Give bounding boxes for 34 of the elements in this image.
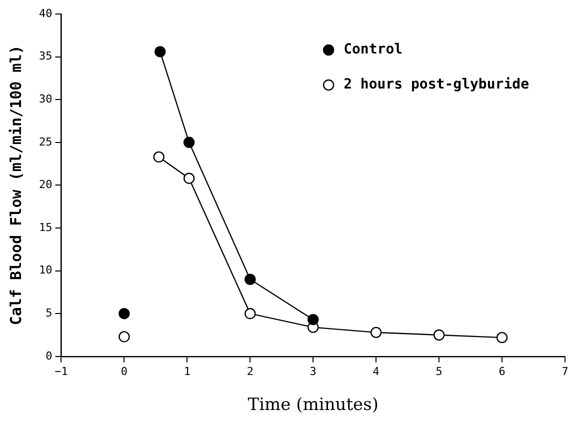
point	[118, 308, 130, 320]
y-tick-label: 5	[46, 306, 52, 320]
point	[244, 274, 256, 285]
point	[183, 136, 195, 148]
x-tick-label: 3	[310, 364, 316, 378]
y-axis-title: Calf Blood Flow (ml/min/100 ml)	[6, 45, 25, 326]
legend-label: Control	[344, 42, 403, 58]
y-tick-label: 25	[38, 135, 52, 148]
point	[370, 326, 382, 338]
point	[496, 332, 508, 344]
x-tick-label: 6	[498, 364, 506, 378]
x-tick-label: 7	[562, 364, 568, 378]
x-axis-title: Time (minutes)	[248, 395, 378, 416]
point	[433, 329, 445, 341]
point	[183, 172, 195, 184]
y-tick-label: 30	[38, 92, 52, 106]
x-tick-label: 0	[120, 364, 128, 378]
point	[154, 46, 166, 58]
point	[118, 331, 130, 342]
y-tick-label: 10	[38, 264, 52, 277]
x-tick-label: 1	[184, 364, 190, 378]
y-tick-label: 15	[38, 220, 52, 234]
x-tick-label: 5	[436, 364, 442, 378]
legend-label: 2 hours post-glyburide	[344, 76, 530, 93]
y-tick-label: 40	[38, 6, 52, 20]
x-tick-label: −1	[54, 364, 68, 378]
y-tick-label: 35	[38, 50, 52, 63]
y-tick-label: 0	[46, 349, 52, 362]
x-tick-label: 4	[372, 364, 380, 378]
point	[308, 314, 319, 326]
y-tick-label: 20	[38, 178, 52, 192]
point	[244, 308, 256, 320]
x-tick-label: 2	[246, 364, 254, 378]
point	[153, 151, 164, 163]
